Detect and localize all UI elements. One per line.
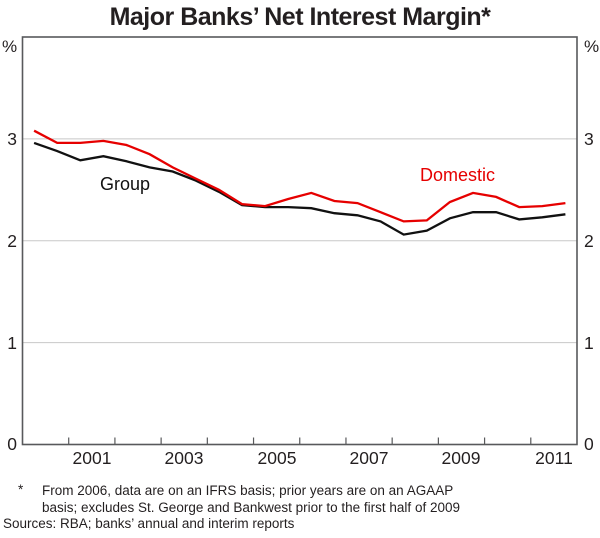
y-axis-unit-right: % [584, 37, 600, 56]
plot-area [21, 36, 578, 446]
series-label-domestic: Domestic [420, 165, 496, 185]
y-tick-label-right-2: 2 [584, 231, 594, 251]
y-axis-unit-left: % [2, 37, 18, 56]
x-tick-label-2007: 2007 [349, 448, 389, 468]
x-tick-label-2005: 2005 [257, 448, 297, 468]
x-tick-label-2011: 2011 [535, 448, 573, 468]
x-tick-label-2009: 2009 [441, 448, 481, 468]
plot-frame [21, 36, 578, 446]
series-line-group [33, 141, 566, 236]
footnote-line-2: basis; excludes St. George and Bankwest … [42, 499, 460, 515]
series-line-domestic [33, 129, 566, 223]
chart-svg [21, 36, 578, 446]
series-label-group: Group [100, 174, 151, 194]
y-tick-label-right-0: 0 [584, 434, 594, 454]
footnote-line-1: From 2006, data are on an IFRS basis; pr… [42, 483, 454, 498]
sources-line: Sources: RBA; banks’ annual and interim … [3, 516, 295, 531]
footnote-marker: * [18, 482, 24, 497]
y-tick-label-left-1: 1 [7, 333, 17, 353]
footnote-text: From 2006, data are on an IFRS basis; pr… [42, 483, 460, 516]
y-tick-label-left-2: 2 [7, 231, 17, 251]
x-tick-label-2001: 2001 [72, 448, 112, 468]
chart-title: Major Banks’ Net Interest Margin* [109, 3, 491, 31]
y-tick-label-right-3: 3 [584, 129, 594, 149]
y-tick-label-left-0: 0 [7, 434, 17, 454]
y-tick-label-left-3: 3 [7, 129, 17, 149]
y-tick-label-right-1: 1 [584, 333, 594, 353]
x-tick-label-2003: 2003 [164, 448, 204, 468]
